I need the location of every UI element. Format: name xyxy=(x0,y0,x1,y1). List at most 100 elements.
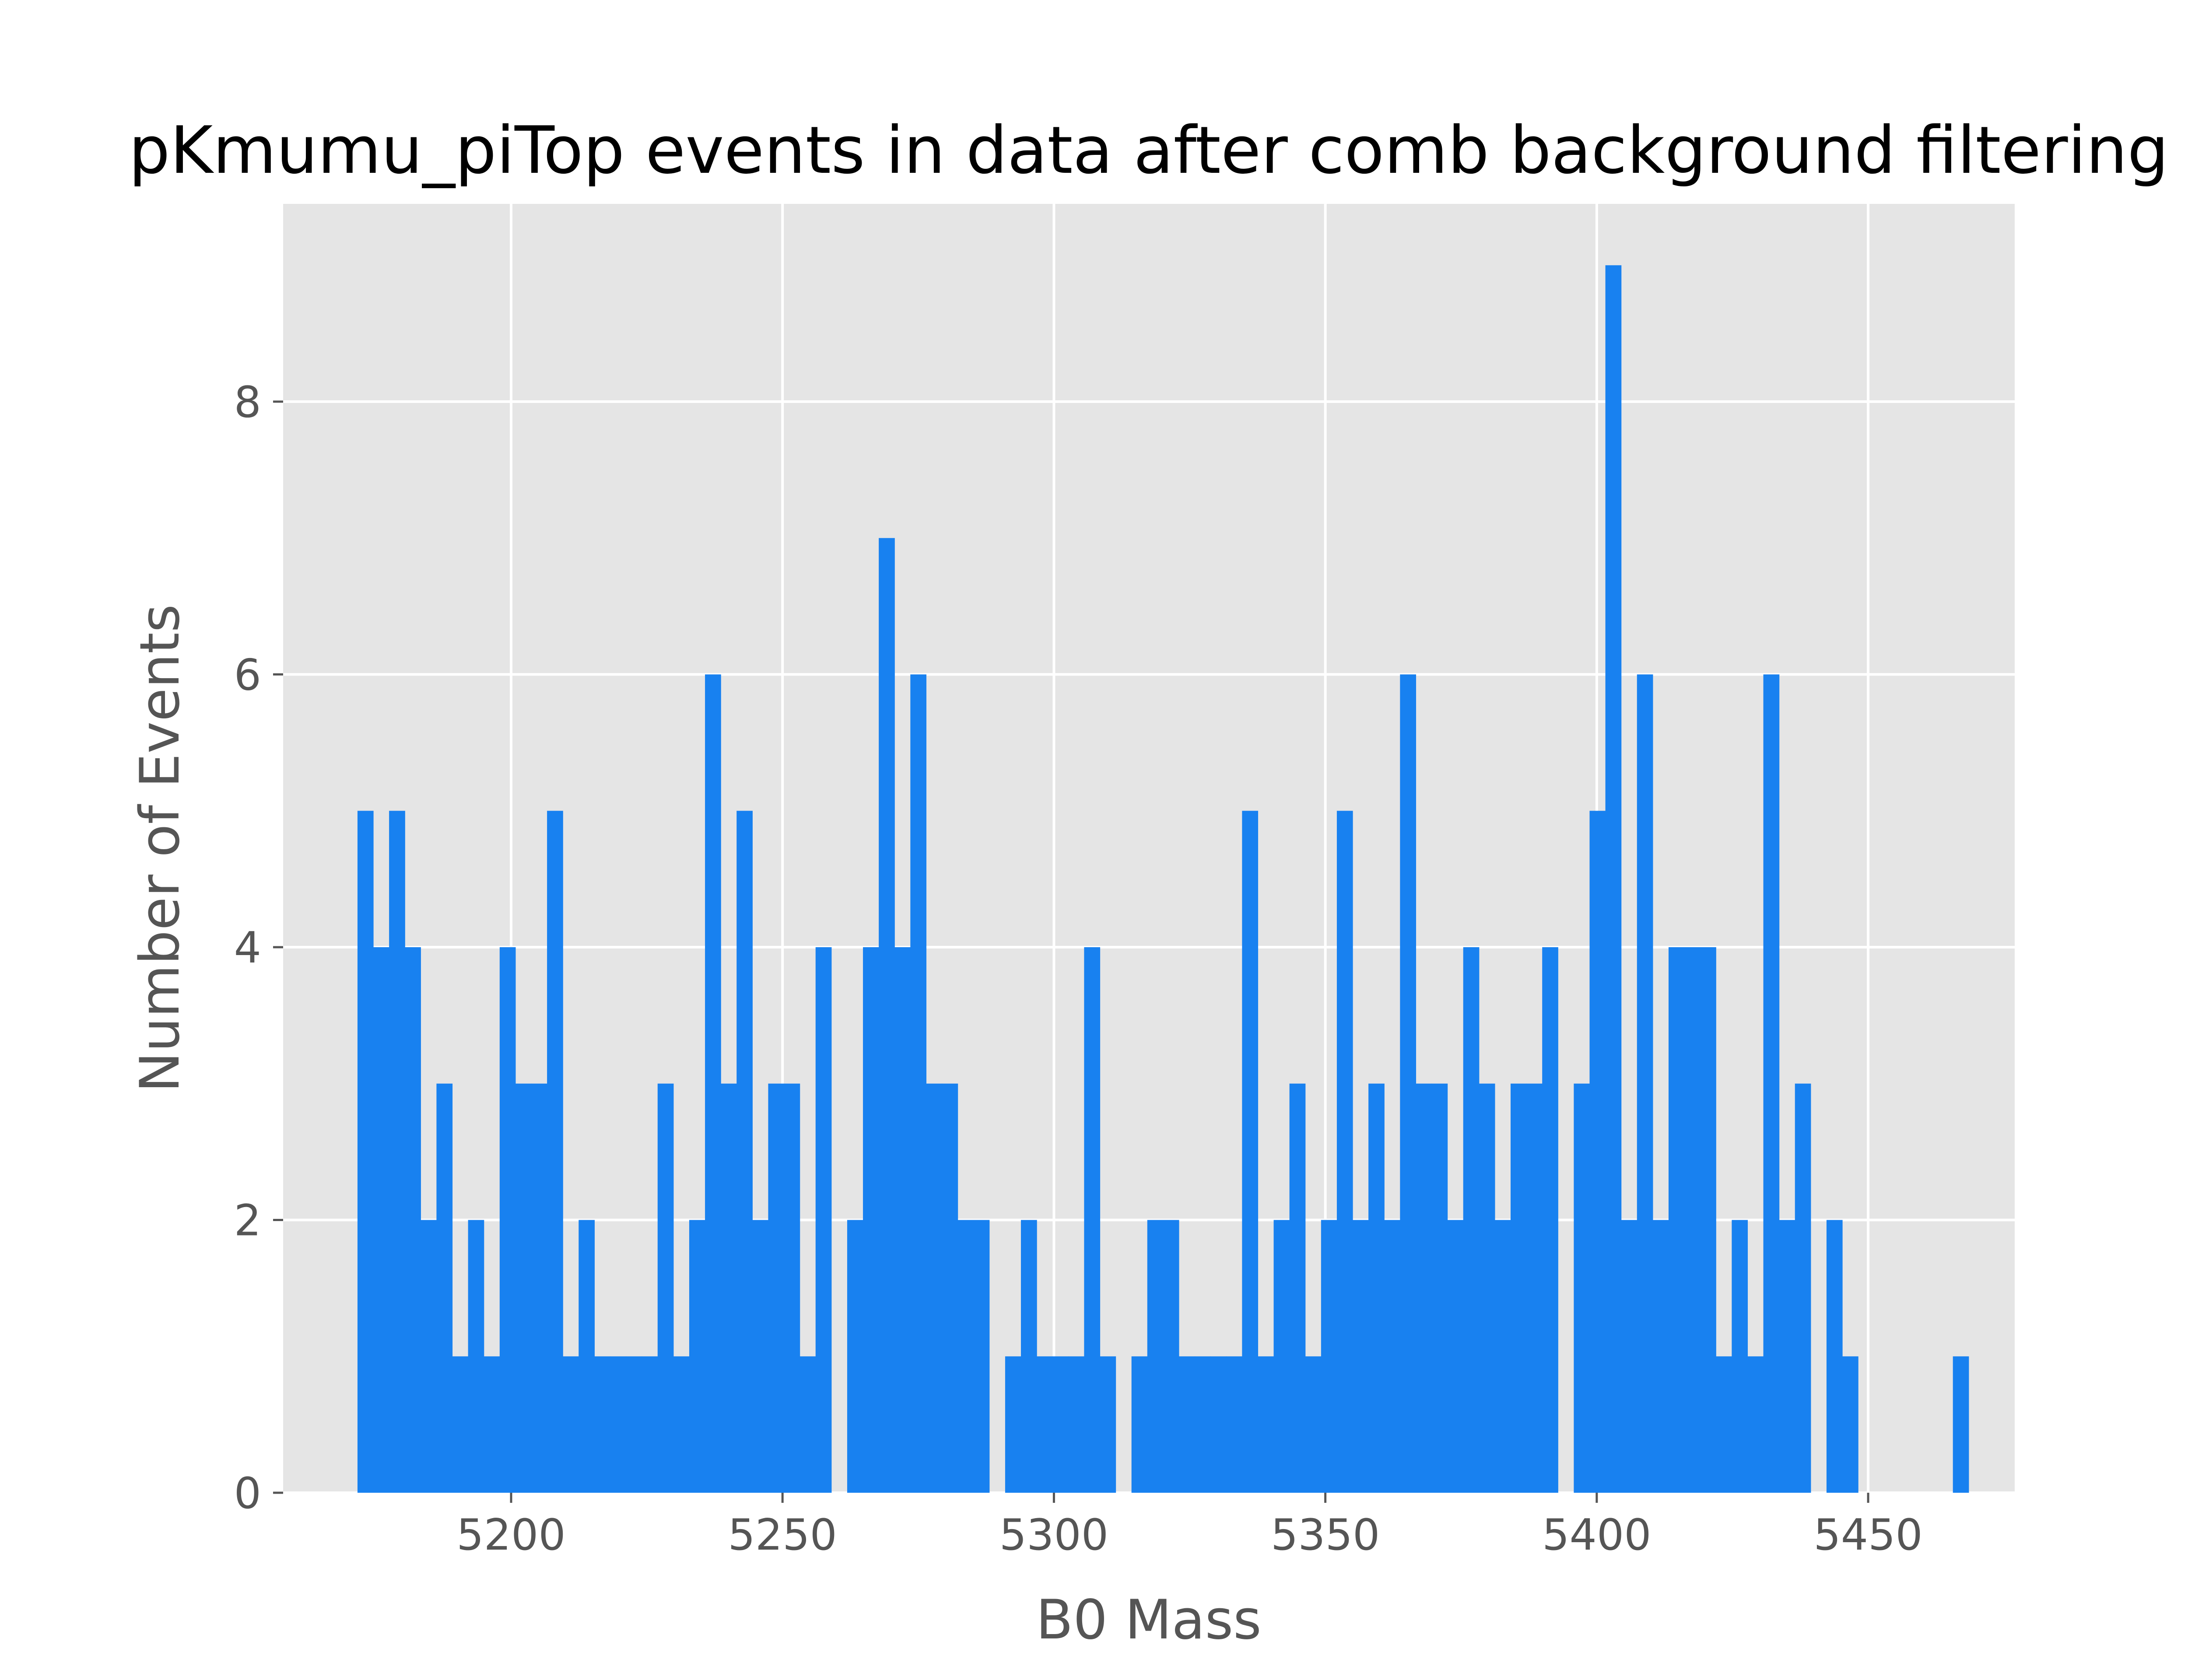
histogram-bar xyxy=(1289,1083,1306,1493)
histogram-bar xyxy=(1210,1356,1227,1493)
histogram-bar xyxy=(610,1356,627,1493)
chart-title: pKmumu_piTop events in data after comb b… xyxy=(129,113,2169,189)
histogram-bar xyxy=(1589,811,1606,1493)
histogram-bar xyxy=(1511,1083,1527,1493)
histogram-bar xyxy=(563,1356,579,1493)
histogram-bar xyxy=(405,947,421,1493)
histogram-bar xyxy=(1716,1356,1732,1493)
histogram-bar xyxy=(1479,1083,1495,1493)
histogram-bar xyxy=(784,1083,800,1493)
histogram-bar xyxy=(1068,1356,1084,1493)
histogram-bar xyxy=(863,947,879,1493)
histogram-bar xyxy=(484,1356,500,1493)
histogram-bar xyxy=(1163,1220,1179,1493)
histogram-bar xyxy=(1526,1083,1543,1493)
histogram-bar xyxy=(973,1220,990,1493)
y-tick-label: 4 xyxy=(234,923,261,973)
histogram-bar xyxy=(1005,1356,1021,1493)
x-tick-label: 5450 xyxy=(1813,1510,1922,1560)
histogram-bar xyxy=(910,674,927,1493)
x-tick-label: 5400 xyxy=(1542,1510,1651,1560)
histogram-bar xyxy=(1273,1220,1290,1493)
histogram-bar xyxy=(452,1356,469,1493)
histogram-bar xyxy=(1242,811,1259,1493)
histogram-bar xyxy=(499,947,516,1493)
histogram-bar xyxy=(1052,1356,1069,1493)
histogram-bar xyxy=(705,674,721,1493)
histogram-bar xyxy=(357,811,374,1493)
histogram-bar xyxy=(1574,1083,1590,1493)
histogram-bar xyxy=(1795,1083,1811,1493)
histogram-bar xyxy=(1305,1356,1322,1493)
x-axis-label: B0 Mass xyxy=(1036,1589,1262,1652)
histogram-bar xyxy=(689,1220,705,1493)
histogram-bar xyxy=(1684,947,1701,1493)
histogram-bar xyxy=(1431,1083,1448,1493)
histogram-bar xyxy=(1621,1220,1637,1493)
histogram-bar xyxy=(1100,1356,1116,1493)
histogram-bar xyxy=(1668,947,1685,1493)
histogram-bar xyxy=(721,1083,737,1493)
histogram-bar xyxy=(1353,1220,1369,1493)
histogram-bar xyxy=(799,1356,816,1493)
histogram-bar xyxy=(879,538,895,1493)
histogram-bar xyxy=(1321,1220,1337,1493)
histogram-bar xyxy=(1542,947,1558,1493)
y-axis-label: Number of Events xyxy=(129,604,192,1092)
histogram-bar xyxy=(847,1220,863,1493)
histogram-bar xyxy=(389,811,405,1493)
histogram-bar xyxy=(957,1220,974,1493)
histogram-bar xyxy=(421,1220,437,1493)
x-tick-label: 5250 xyxy=(728,1510,837,1560)
histogram-bar xyxy=(1416,1083,1432,1493)
histogram-bar xyxy=(1732,1220,1748,1493)
histogram-bar xyxy=(1368,1083,1385,1493)
histogram-bar xyxy=(752,1220,769,1493)
histogram-bar xyxy=(1779,1220,1795,1493)
axis-ticks: 5200 5250 5300 5350 5400 5450 0 2 4 6 8 xyxy=(234,378,1923,1560)
x-tick-label: 5350 xyxy=(1271,1510,1380,1560)
histogram-bar xyxy=(942,1083,958,1493)
histogram-bar xyxy=(1147,1220,1164,1493)
histogram-bar xyxy=(1037,1356,1053,1493)
histogram-bar xyxy=(1084,947,1101,1493)
histogram-bar xyxy=(1336,811,1353,1493)
histogram-bar xyxy=(594,1356,611,1493)
histogram-bar xyxy=(642,1356,658,1493)
histogram-bar xyxy=(1494,1220,1511,1493)
histogram-bar xyxy=(626,1356,642,1493)
histogram-bar xyxy=(1953,1356,1969,1493)
histogram-bar xyxy=(468,1220,484,1493)
histogram-bar xyxy=(436,1083,453,1493)
histogram-bar xyxy=(736,811,753,1493)
histogram-bars xyxy=(357,265,1969,1493)
histogram-bar xyxy=(1652,1220,1669,1493)
y-tick-label: 6 xyxy=(234,651,261,700)
histogram-bar xyxy=(894,947,911,1493)
histogram-bar xyxy=(373,947,389,1493)
x-tick-label: 5300 xyxy=(999,1510,1108,1560)
y-tick-label: 2 xyxy=(234,1196,261,1246)
histogram-bar xyxy=(1226,1356,1242,1493)
histogram-bar xyxy=(1195,1356,1211,1493)
histogram-bar xyxy=(1842,1356,1858,1493)
y-tick-label: 8 xyxy=(234,378,261,427)
histogram-bar xyxy=(1763,674,1780,1493)
histogram-bar xyxy=(1637,674,1653,1493)
histogram-bar xyxy=(926,1083,943,1493)
histogram-bar xyxy=(815,947,832,1493)
histogram-bar xyxy=(531,1083,547,1493)
histogram-bar xyxy=(579,1220,595,1493)
histogram-bar xyxy=(547,811,563,1493)
histogram-bar xyxy=(673,1356,690,1493)
histogram-bar xyxy=(1747,1356,1764,1493)
histogram-bar xyxy=(1447,1220,1464,1493)
histogram-bar xyxy=(1400,674,1417,1493)
histogram-bar xyxy=(1178,1356,1195,1493)
histogram-bar xyxy=(768,1083,785,1493)
histogram-bar xyxy=(1826,1220,1843,1493)
histogram-bar xyxy=(657,1083,674,1493)
histogram-bar xyxy=(1384,1220,1400,1493)
y-tick-label: 0 xyxy=(234,1469,261,1519)
